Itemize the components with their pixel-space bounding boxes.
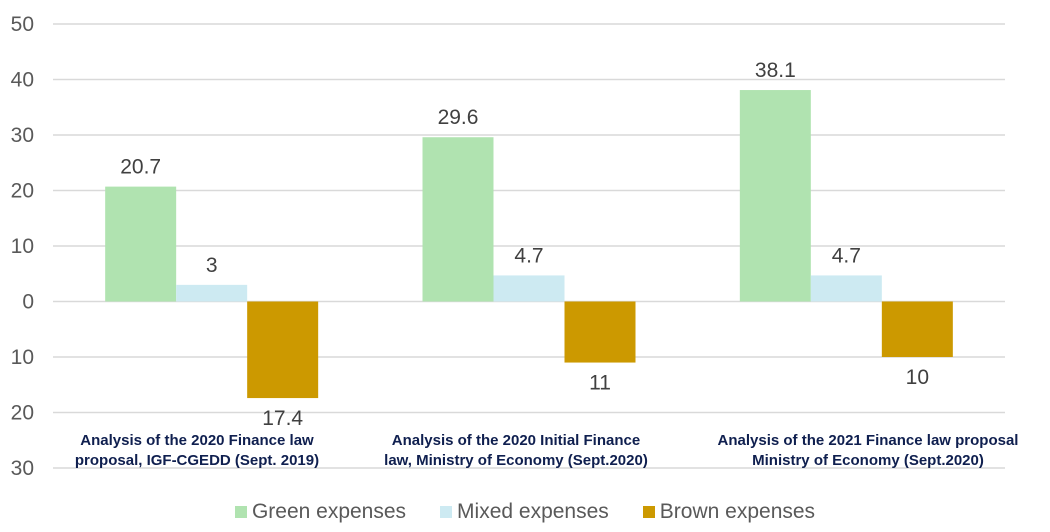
y-tick-label: 50 — [11, 13, 34, 36]
data-label: 4.7 — [832, 244, 861, 267]
bar-brown-expenses — [564, 301, 636, 363]
legend-swatch-green — [234, 506, 247, 518]
category-label: Ministry of Economy (Sept.2020) — [752, 452, 984, 469]
y-tick-label: 30 — [11, 457, 34, 480]
y-axis: 50 40 30 20 10 0 10 20 30 — [11, 13, 34, 480]
legend-item-mixed: Mixed expenses — [440, 500, 609, 524]
legend-item-brown: Brown expenses — [642, 500, 816, 524]
data-label: 29.6 — [438, 106, 479, 129]
data-label: 11 — [589, 372, 611, 395]
data-label: 38.1 — [755, 59, 796, 82]
bar-mixed-expenses — [176, 284, 248, 302]
bar-mixed-expenses — [493, 275, 565, 302]
legend-label: Brown expenses — [659, 500, 816, 523]
category-label: law, Ministry of Economy (Sept.2020) — [384, 452, 648, 469]
category-label: Analysis of the 2020 Finance law — [80, 432, 314, 449]
bars — [105, 90, 953, 399]
legend-label: Green expenses — [251, 500, 407, 523]
y-tick-label: 10 — [11, 346, 34, 369]
bar-green-expenses — [105, 186, 177, 302]
bar-green-expenses — [422, 137, 494, 302]
data-label: 4.7 — [514, 244, 543, 267]
category-labels: Analysis of the 2020 Finance law proposal… — [75, 432, 1019, 469]
bar-green-expenses — [739, 90, 811, 302]
category-label: Analysis of the 2020 Initial Finance — [392, 432, 640, 449]
category-label: proposal, IGF-CGEDD (Sept. 2019) — [75, 452, 319, 469]
y-tick-label: 10 — [11, 235, 34, 258]
category-label: Analysis of the 2021 Finance law proposa… — [718, 432, 1019, 449]
y-tick-label: 20 — [11, 402, 34, 425]
bar-brown-expenses — [881, 301, 953, 357]
legend: Green expenses Mixed expenses Brown expe… — [0, 500, 1050, 524]
legend-swatch-mixed — [440, 506, 453, 518]
legend-label: Mixed expenses — [457, 500, 609, 523]
y-tick-label: 40 — [11, 69, 34, 92]
data-label: 3 — [206, 254, 218, 277]
y-tick-label: 0 — [22, 291, 34, 314]
y-tick-label: 20 — [11, 180, 34, 203]
data-label: 20.7 — [120, 156, 161, 179]
legend-swatch-brown — [642, 506, 655, 518]
bar-brown-expenses — [247, 301, 319, 399]
data-label: 10 — [906, 366, 929, 389]
bar-mixed-expenses — [810, 275, 882, 302]
y-tick-label: 30 — [11, 124, 34, 147]
legend-item-green: Green expenses — [234, 500, 407, 524]
bar-chart: 50 40 30 20 10 0 10 20 30 20.7 3 17.4 29.6 4.7 11 38.1… — [11, 13, 1019, 480]
data-labels: 20.7 3 17.4 29.6 4.7 11 38.1 4.7 10 — [120, 59, 929, 430]
data-label: 17.4 — [262, 407, 303, 430]
